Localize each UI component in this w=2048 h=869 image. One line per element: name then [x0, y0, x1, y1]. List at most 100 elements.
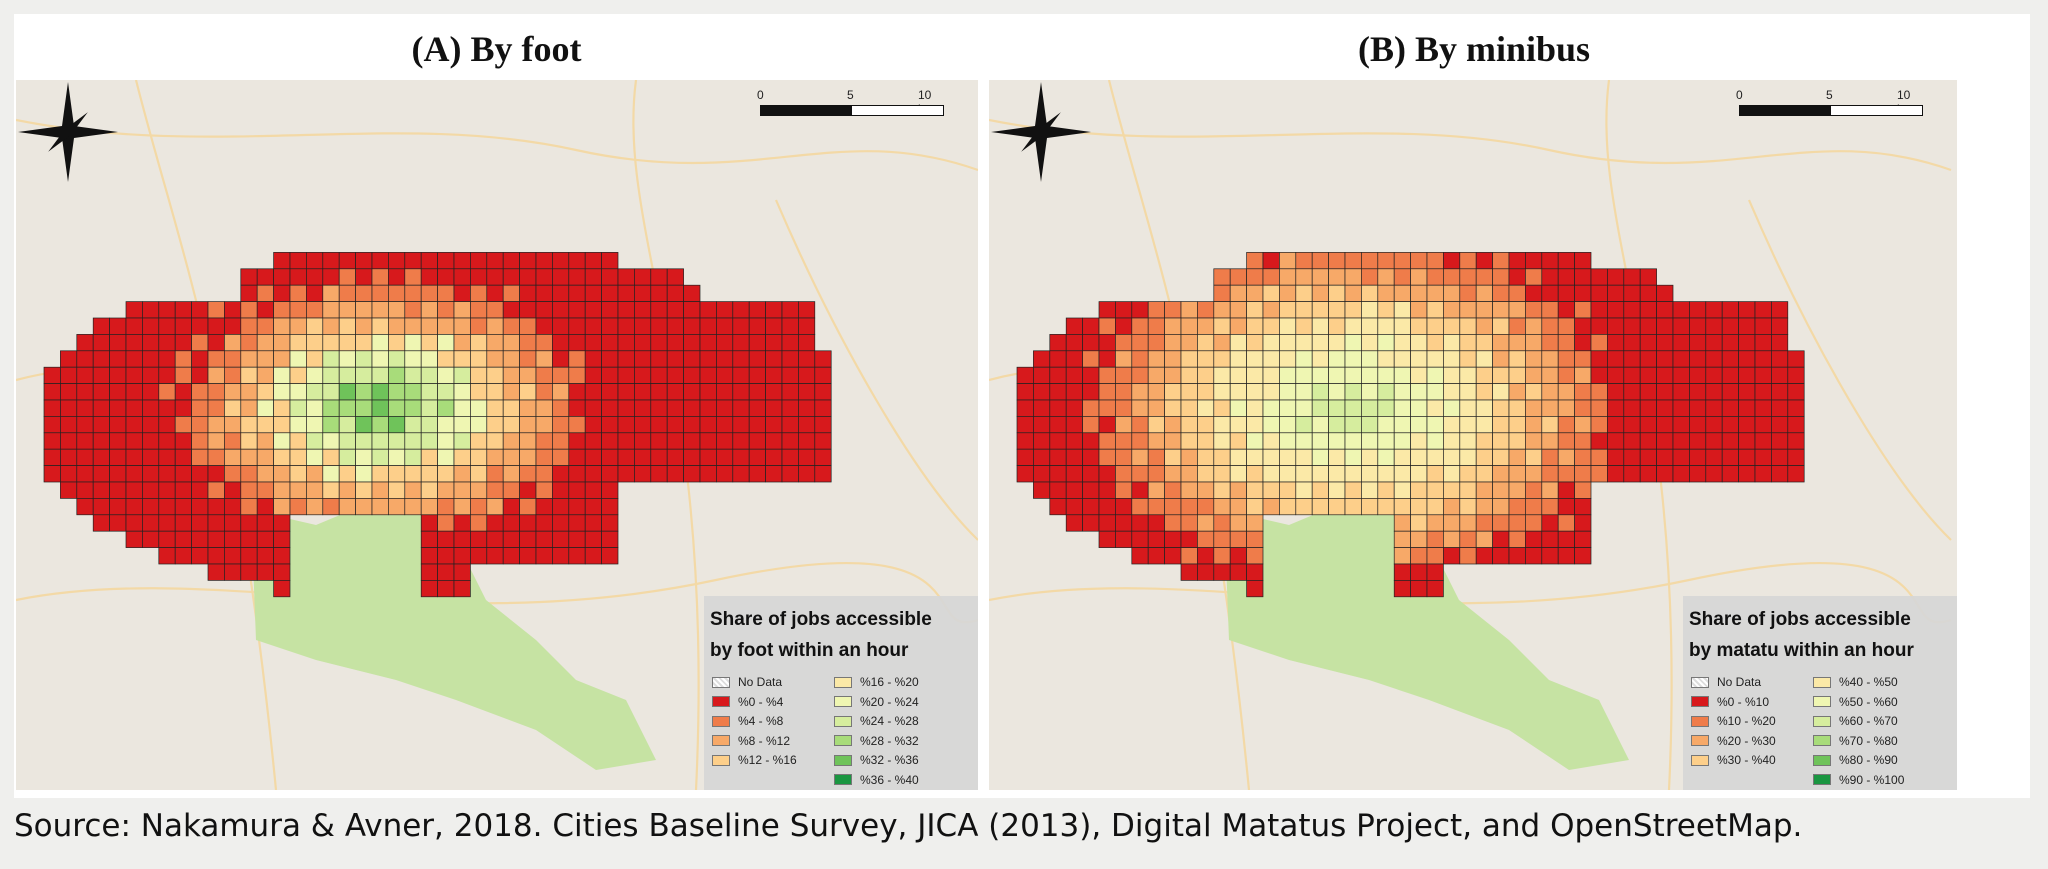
legend-item: %50 - %60 — [1813, 694, 1898, 710]
grid-cell — [437, 334, 455, 352]
grid-cell — [1787, 465, 1805, 483]
grid-cell — [1541, 498, 1559, 516]
grid-cell — [1197, 301, 1215, 319]
grid-cell — [453, 563, 471, 581]
grid-cell — [371, 252, 389, 270]
grid-cell — [486, 481, 504, 499]
grid-cell — [109, 465, 127, 483]
grid-cell — [1508, 465, 1526, 483]
grid-cell — [732, 334, 750, 352]
grid-cell — [109, 399, 127, 417]
grid-cell — [1311, 416, 1329, 434]
grid-cell — [1197, 498, 1215, 516]
grid-cell — [1098, 465, 1116, 483]
grid-cell — [535, 416, 553, 434]
grid-cell — [76, 481, 94, 499]
map-panel-b[interactable]: 0 5 10 km Share of jobs accessible by ma… — [989, 80, 1957, 790]
grid-cell — [1344, 383, 1362, 401]
grid-cell — [1557, 383, 1575, 401]
grid-cell — [224, 481, 242, 499]
grid-cell — [1607, 416, 1625, 434]
grid-cell — [1557, 350, 1575, 368]
grid-cell — [1459, 334, 1477, 352]
grid-cell — [1213, 465, 1231, 483]
grid-cell — [1131, 498, 1149, 516]
grid-cell — [568, 334, 586, 352]
grid-cell — [552, 301, 570, 319]
grid-cell — [240, 498, 258, 516]
grid-cell — [732, 432, 750, 450]
grid-cell — [1377, 252, 1395, 270]
grid-cell — [207, 530, 225, 548]
panel-b-title: (B) By minibus — [1357, 29, 1591, 69]
grid-cell — [1065, 481, 1083, 499]
grid-cell — [404, 416, 422, 434]
grid-cell — [1229, 366, 1247, 384]
legend-swatch — [834, 696, 852, 707]
grid-cell — [1131, 399, 1149, 417]
grid-cell — [1049, 334, 1067, 352]
grid-cell — [1361, 284, 1379, 302]
grid-cell — [1557, 252, 1575, 270]
grid-cell — [1492, 416, 1510, 434]
grid-cell — [1426, 432, 1444, 450]
grid-cell — [125, 432, 143, 450]
grid-cell — [289, 366, 307, 384]
legend-swatch — [1813, 774, 1831, 785]
grid-cell — [207, 448, 225, 466]
grid-cell — [568, 416, 586, 434]
grid-cell — [1393, 530, 1411, 548]
grid-cell — [388, 268, 406, 286]
grid-cell — [1262, 399, 1280, 417]
grid-cell — [207, 416, 225, 434]
grid-cell — [1295, 317, 1313, 335]
grid-cell — [1393, 301, 1411, 319]
grid-cell — [273, 465, 291, 483]
grid-cell — [1721, 317, 1739, 335]
grid-cell — [437, 563, 455, 581]
grid-cell — [1164, 547, 1182, 565]
grid-cell — [1197, 350, 1215, 368]
grid-cell — [584, 514, 602, 532]
grid-cell — [1787, 416, 1805, 434]
grid-cell — [1557, 514, 1575, 532]
grid-cell — [142, 481, 160, 499]
grid-cell — [486, 284, 504, 302]
grid-cell — [1115, 514, 1133, 532]
grid-cell — [1131, 350, 1149, 368]
grid-cell — [1607, 350, 1625, 368]
grid-cell — [207, 399, 225, 417]
grid-cell — [1410, 547, 1428, 565]
grid-cell — [1229, 268, 1247, 286]
grid-cell — [289, 268, 307, 286]
grid-cell — [666, 465, 684, 483]
grid-cell — [1787, 350, 1805, 368]
grid-cell — [1246, 563, 1264, 581]
grid-cell — [224, 432, 242, 450]
grid-cell — [453, 350, 471, 368]
grid-cell — [584, 416, 602, 434]
grid-cell — [1475, 448, 1493, 466]
grid-cell — [781, 383, 799, 401]
grid-cell — [1475, 399, 1493, 417]
grid-cell — [453, 317, 471, 335]
grid-cell — [1475, 416, 1493, 434]
grid-cell — [1754, 399, 1772, 417]
grid-cell — [699, 366, 717, 384]
grid-cell — [650, 448, 668, 466]
grid-cell — [1541, 530, 1559, 548]
map-panel-a[interactable]: 0 5 10 km Share of jobs accessible by fo… — [16, 80, 978, 790]
grid-cell — [1065, 350, 1083, 368]
grid-cell — [568, 317, 586, 335]
grid-cell — [1525, 481, 1543, 499]
grid-cell — [1492, 514, 1510, 532]
grid-cell — [1426, 498, 1444, 516]
grid-cell — [502, 366, 520, 384]
grid-cell — [1541, 301, 1559, 319]
grid-cell — [338, 481, 356, 499]
grid-cell — [1426, 350, 1444, 368]
grid-cell — [1098, 366, 1116, 384]
grid-cell — [420, 563, 438, 581]
grid-cell — [1344, 301, 1362, 319]
grid-cell — [519, 465, 537, 483]
